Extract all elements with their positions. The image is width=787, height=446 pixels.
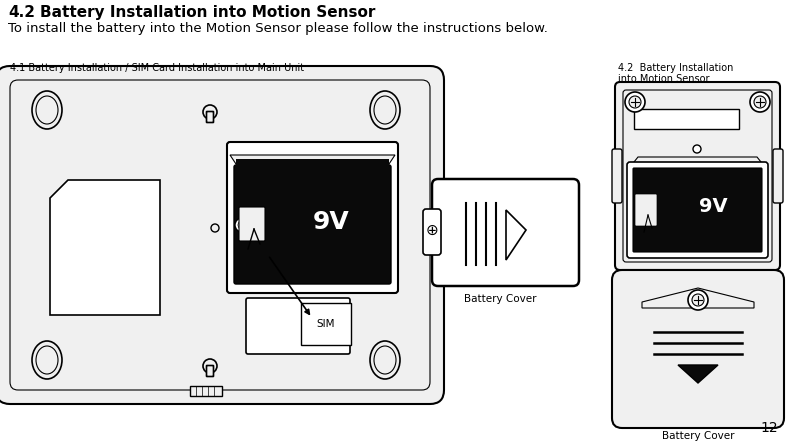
Circle shape <box>693 145 701 153</box>
Circle shape <box>629 96 641 108</box>
FancyBboxPatch shape <box>227 142 398 293</box>
Text: 4.2: 4.2 <box>8 5 35 20</box>
Polygon shape <box>50 180 160 315</box>
Polygon shape <box>630 157 765 167</box>
FancyBboxPatch shape <box>206 366 213 376</box>
FancyBboxPatch shape <box>423 209 441 255</box>
Circle shape <box>688 290 708 310</box>
Text: 9V: 9V <box>700 198 728 216</box>
Bar <box>190 386 222 396</box>
FancyBboxPatch shape <box>633 168 762 252</box>
FancyBboxPatch shape <box>239 207 265 241</box>
Text: into Motion Sensor: into Motion Sensor <box>618 74 710 84</box>
Polygon shape <box>506 210 526 260</box>
Text: 4.1 Battery Installation / SIM Card Installation into Main Unit: 4.1 Battery Installation / SIM Card Inst… <box>10 63 304 73</box>
Circle shape <box>625 92 645 112</box>
Polygon shape <box>678 365 718 383</box>
Ellipse shape <box>32 91 62 129</box>
Circle shape <box>238 221 246 229</box>
Text: 12: 12 <box>760 421 778 435</box>
FancyBboxPatch shape <box>627 162 768 258</box>
Polygon shape <box>230 155 395 167</box>
Circle shape <box>203 105 217 119</box>
Text: Battery Installation into Motion Sensor: Battery Installation into Motion Sensor <box>40 5 375 20</box>
Text: ⊕: ⊕ <box>426 223 438 238</box>
FancyBboxPatch shape <box>246 298 350 354</box>
Ellipse shape <box>370 91 400 129</box>
Circle shape <box>692 294 704 306</box>
FancyBboxPatch shape <box>615 82 780 270</box>
FancyBboxPatch shape <box>432 179 579 286</box>
FancyBboxPatch shape <box>612 149 622 203</box>
Polygon shape <box>642 288 754 308</box>
Text: Battery Cover: Battery Cover <box>662 431 734 441</box>
Bar <box>634 109 739 129</box>
FancyBboxPatch shape <box>206 112 213 123</box>
Bar <box>236 159 389 169</box>
Circle shape <box>203 359 217 373</box>
Text: SIM: SIM <box>316 319 335 329</box>
FancyBboxPatch shape <box>612 270 784 428</box>
Bar <box>634 169 761 179</box>
Circle shape <box>235 218 249 232</box>
FancyBboxPatch shape <box>234 165 391 284</box>
Ellipse shape <box>370 341 400 379</box>
Circle shape <box>754 96 766 108</box>
Ellipse shape <box>32 341 62 379</box>
Circle shape <box>211 224 219 232</box>
FancyBboxPatch shape <box>773 149 783 203</box>
FancyBboxPatch shape <box>635 194 657 226</box>
Text: 4.2  Battery Installation: 4.2 Battery Installation <box>618 63 733 73</box>
Text: To install the battery into the Motion Sensor please follow the instructions bel: To install the battery into the Motion S… <box>8 22 548 35</box>
Circle shape <box>750 92 770 112</box>
Text: Battery Cover: Battery Cover <box>464 294 536 304</box>
FancyBboxPatch shape <box>0 66 444 404</box>
Text: 9V: 9V <box>312 210 349 234</box>
